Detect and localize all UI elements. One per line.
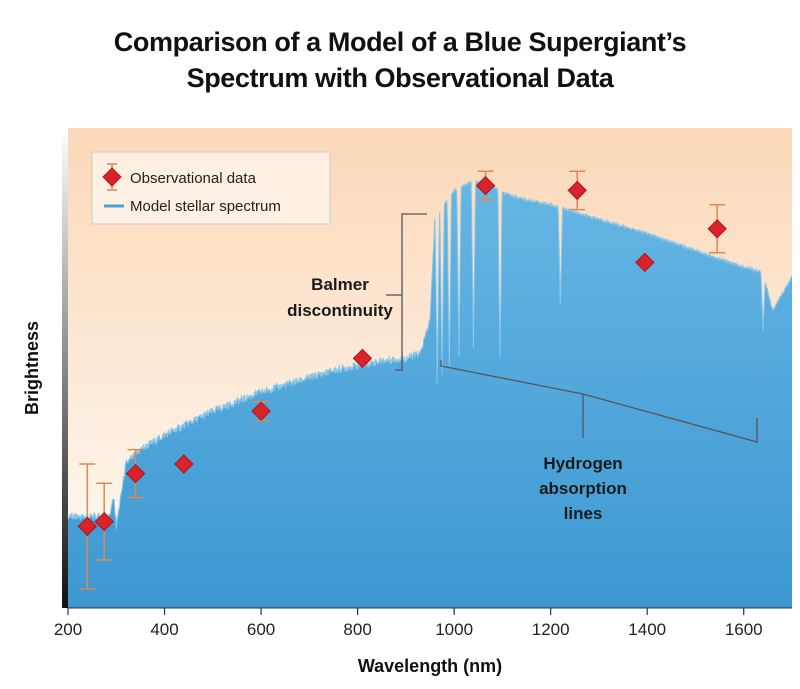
x-tick-label-400: 400 [150,620,178,639]
observation-marker [125,463,146,484]
x-tick-label-800: 800 [343,620,371,639]
chart-title: Comparison of a Model of a Blue Supergia… [0,24,800,96]
observation-point-3 [125,448,146,499]
observation-point-6 [352,348,373,369]
hydrogen-label-line-1: Hydrogen [543,454,622,473]
observation-marker [174,454,194,474]
chart-title-line-2: Spectrum with Observational Data [186,63,614,93]
spectrum-layer [67,179,793,608]
y-axis-bar [62,128,68,608]
x-axis-title: Wavelength (nm) [358,656,502,676]
chart-title-line-1: Comparison of a Model of a Blue Supergia… [113,27,687,57]
legend-diamond-marker [102,167,122,187]
hydrogen-label-line-3: lines [564,504,603,523]
model-spectrum-area [68,181,792,608]
model-spectrum-line [67,179,793,530]
observation-marker [567,180,587,201]
x-tick-label-200: 200 [54,620,82,639]
observation-marker [707,219,727,239]
x-tick-label-600: 600 [247,620,275,639]
x-tick-label-1000: 1000 [435,620,473,639]
observations-layer [77,170,727,590]
x-tick-label-1600: 1600 [725,620,763,639]
balmer-label-line-1: Balmer [311,275,369,294]
annotation-layer: Balmer discontinuity Hydrogen absorption lin… [287,213,758,523]
legend-label-model: Model stellar spectrum [130,198,281,215]
balmer-label-line-2: discontinuity [287,301,393,320]
x-tick-label-1400: 1400 [628,620,666,639]
observation-marker [635,252,655,273]
legend-label-observational: Observational data [130,170,257,187]
observation-marker [475,175,496,196]
y-axis-title: Brightness [22,321,42,415]
observation-point-9 [635,252,655,273]
legend: Observational data Model stellar spectru… [91,151,331,225]
observation-point-7 [475,170,496,201]
legend-box [91,151,331,225]
balmer-bracket [395,213,427,371]
observation-point-8 [567,170,587,211]
observation-point-4 [174,454,194,474]
observation-point-2 [94,482,114,561]
observation-marker [77,516,98,537]
observation-point-1 [77,463,98,590]
observation-point-5 [251,400,271,422]
observation-marker [94,511,114,532]
hydrogen-label-line-2: absorption [539,479,627,498]
observation-point-10 [707,204,727,254]
observation-marker [352,348,373,369]
observation-marker [251,401,271,421]
x-tick-label-1200: 1200 [532,620,570,639]
x-tick-layer: 200 400 600 800 1000 1200 1400 1600 [54,607,792,639]
